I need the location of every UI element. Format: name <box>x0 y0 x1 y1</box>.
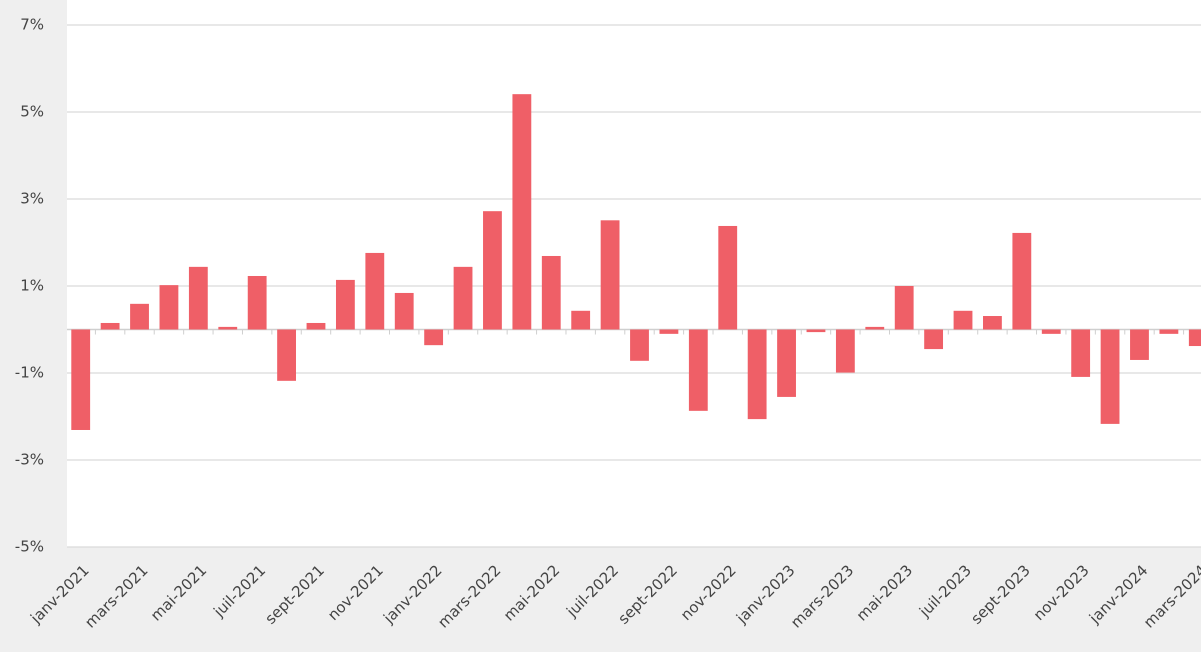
bar <box>1041 329 1061 334</box>
x-tick-label: nov-2023 <box>1030 561 1093 624</box>
bar <box>688 329 708 411</box>
bar <box>424 329 444 346</box>
bar <box>277 329 296 381</box>
bar <box>306 322 326 330</box>
y-tick-label: 3% <box>20 190 44 208</box>
x-tick-label: juil-2023 <box>915 561 975 621</box>
bar <box>571 310 591 330</box>
bar <box>1100 329 1120 424</box>
x-tick-label: sept-2023 <box>967 561 1034 628</box>
bar <box>777 329 796 397</box>
bar <box>747 329 767 420</box>
x-tick-label: sept-2021 <box>261 561 328 628</box>
bar <box>983 316 1002 330</box>
y-tick-label: -3% <box>15 451 44 469</box>
y-tick-label: -5% <box>15 538 44 556</box>
plot-area <box>67 0 1201 547</box>
x-tick-label: mars-2021 <box>81 561 151 631</box>
bar <box>835 329 855 373</box>
bar <box>865 326 885 330</box>
x-tick-label: sept-2022 <box>614 561 681 628</box>
bar <box>188 266 208 330</box>
bar <box>924 329 944 350</box>
bar <box>1012 232 1032 330</box>
bar <box>130 303 149 330</box>
bar <box>1130 329 1149 360</box>
y-tick-label: 5% <box>20 103 44 121</box>
bar <box>718 225 738 330</box>
y-tick-label: 7% <box>20 16 44 34</box>
bar <box>335 279 355 330</box>
bar <box>600 220 620 330</box>
bar <box>659 329 679 334</box>
y-tick-label: -1% <box>15 364 44 382</box>
bar <box>1071 329 1091 377</box>
bar <box>894 286 914 330</box>
bar <box>394 292 414 330</box>
x-tick-label: mars-2022 <box>434 561 504 631</box>
bar <box>1159 329 1179 334</box>
x-tick-label: nov-2021 <box>324 561 387 624</box>
bar <box>365 252 385 330</box>
x-tick-label: mai-2022 <box>500 561 563 624</box>
bar <box>806 329 826 333</box>
bar <box>71 329 91 430</box>
bar <box>953 310 973 330</box>
bar <box>100 322 120 330</box>
bar <box>630 329 649 361</box>
x-tick-label: juil-2021 <box>209 561 269 621</box>
bar <box>541 255 561 330</box>
x-tick-label: juil-2022 <box>562 561 622 621</box>
bar <box>1188 329 1201 347</box>
bar <box>453 266 473 330</box>
bar <box>159 285 179 330</box>
bar <box>218 326 238 330</box>
bar <box>247 275 267 330</box>
y-tick-label: 1% <box>20 277 44 295</box>
bar <box>483 211 502 330</box>
x-tick-label: nov-2022 <box>677 561 740 624</box>
x-tick-label: mai-2021 <box>147 561 210 624</box>
x-tick-label: mars-2023 <box>787 561 857 631</box>
x-tick-label: mai-2023 <box>853 561 916 624</box>
bar <box>512 94 532 330</box>
